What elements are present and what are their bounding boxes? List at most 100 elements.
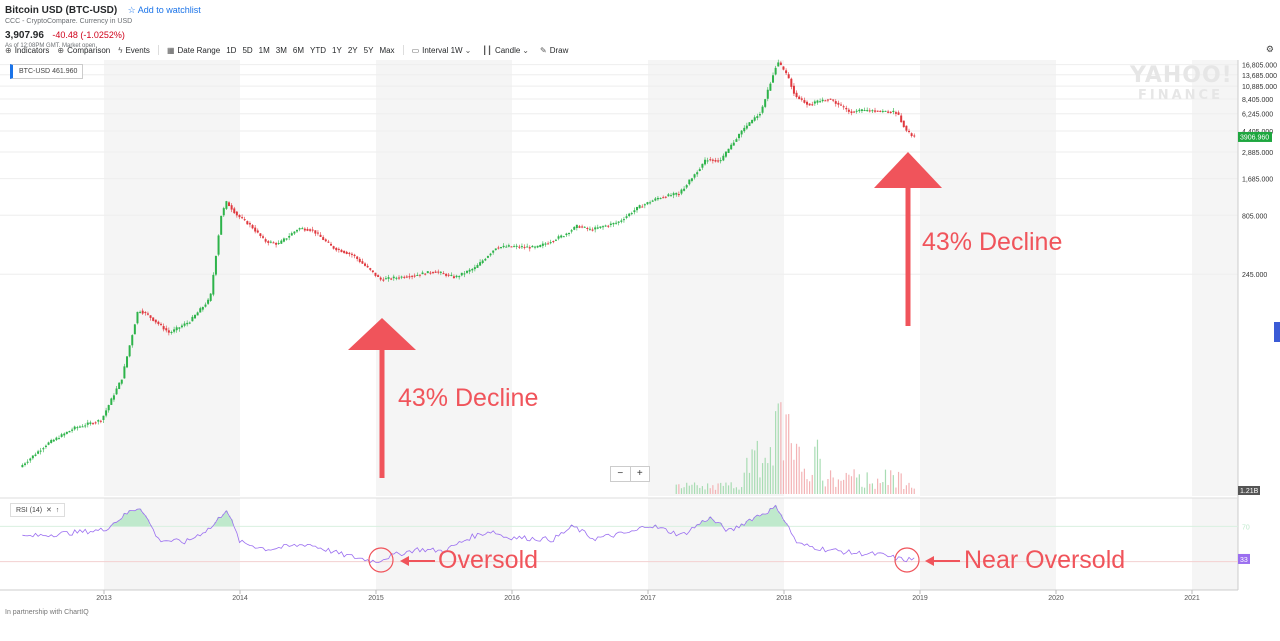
candle-body [426,271,429,274]
arrow-up-shaft-2 [905,186,911,326]
candle-body [277,242,280,244]
candle-body [866,110,869,112]
volume-bar [759,477,761,494]
candle-body [787,74,790,79]
candle-body [685,185,688,188]
candle-body [238,214,241,218]
range-button-5d[interactable]: 5D [242,45,253,55]
arrow-up-head-2 [874,152,942,188]
candle-body [157,321,160,325]
candle-body [201,307,204,310]
candle-body [557,236,560,239]
candle-body [531,245,534,248]
chart-type-dropdown[interactable]: ┃┃ Candle ⌄ [482,45,529,55]
candle-body [638,205,641,209]
arrow-up-icon[interactable]: ↑ [55,507,60,514]
candle-body [667,194,670,197]
candle-body [225,201,228,209]
candle-body [748,122,751,126]
draw-button[interactable]: ✎ Draw [540,45,569,55]
candle-body [879,110,882,112]
rsi-legend[interactable]: RSI (14) ✕ ↑ [10,503,66,517]
indicators-button[interactable]: ⊕ Indicators [5,45,50,55]
candle-body [881,110,884,112]
candle-body [575,224,578,228]
volume-bar [840,480,842,494]
source-text: CCC - CryptoCompare. Currency in USD [5,18,133,25]
candle-body [821,99,824,102]
range-button-ytd[interactable]: YTD [310,45,327,55]
candle-body [646,202,649,205]
candle-body [316,232,319,234]
range-button-3m[interactable]: 3M [275,45,287,55]
candle-body [502,245,505,248]
settings-gear-icon[interactable]: ⚙ [1265,44,1274,54]
as-of-text: As of 12:08PM GMT. Market open. [5,43,98,49]
range-button-5y[interactable]: 5Y [363,45,374,55]
series-legend[interactable]: BTC-USD 461.960 [10,64,84,79]
candle-icon: ┃┃ [482,45,492,55]
candle-body [379,277,382,280]
candle-body [798,96,801,100]
volume-bars [675,402,915,494]
candle-body [384,278,387,280]
candle-body [450,274,453,276]
volume-bar [809,481,811,494]
range-button-1m[interactable]: 1M [258,45,270,55]
arrow-up-head-1 [348,318,416,350]
candle-body [264,239,267,242]
candle-body [293,231,296,234]
candle-body [528,247,531,249]
candle-body [505,246,508,248]
candle-body [128,345,131,357]
oversold-arrow-head [400,556,409,566]
events-button[interactable]: ϟ Events [118,45,150,55]
range-button-1y[interactable]: 1Y [332,45,342,55]
volume-bar [725,482,727,494]
candle-body [442,273,445,275]
candle-body [656,197,659,200]
volume-bar [879,483,881,494]
candle-body [149,315,152,318]
volume-bar [908,482,910,494]
candle-body [335,247,338,251]
candle-body [617,221,620,223]
candle-body [497,247,500,249]
volume-bar [874,488,876,494]
zoom-in-button[interactable]: + [629,467,650,481]
close-icon[interactable]: ✕ [45,507,52,514]
range-button-max[interactable]: Max [379,45,395,55]
x-tick-label: 2017 [640,595,656,602]
volume-bar [686,482,688,494]
range-button-2y[interactable]: 2Y [347,45,358,55]
candle-body [573,226,576,230]
volume-bar [837,479,839,494]
candle-body [162,326,165,330]
candle-body [507,245,510,247]
comparison-button[interactable]: ⊕ Comparison [57,45,111,55]
candle-body [214,255,217,275]
y-tick-label: 10,885.000 [1242,84,1277,91]
candle-body [180,325,183,328]
range-button-6m[interactable]: 6M [292,45,305,55]
range-button-1d[interactable]: 1D [226,45,237,55]
candle-body [855,110,858,112]
candle-body [908,130,911,132]
volume-bar [767,463,769,494]
date-range-button[interactable]: ▦ Date Range [166,45,221,55]
side-panel-tab[interactable] [1274,322,1280,342]
candle-body [819,101,822,103]
candle-body [782,66,785,70]
candle-body [910,133,913,136]
candle-body [55,437,58,440]
volume-bar [793,459,795,494]
candle-body [408,276,411,278]
candle-body [730,144,733,150]
candle-body [322,237,325,240]
zoom-out-button[interactable]: − [617,468,624,479]
interval-dropdown[interactable]: ▭ Interval 1W ⌄ [411,45,472,55]
add-to-watchlist-link[interactable]: ☆ Add to watchlist [127,5,201,15]
x-tick-label: 2018 [776,595,792,602]
candle-body [275,242,278,245]
candle-body [803,100,806,103]
